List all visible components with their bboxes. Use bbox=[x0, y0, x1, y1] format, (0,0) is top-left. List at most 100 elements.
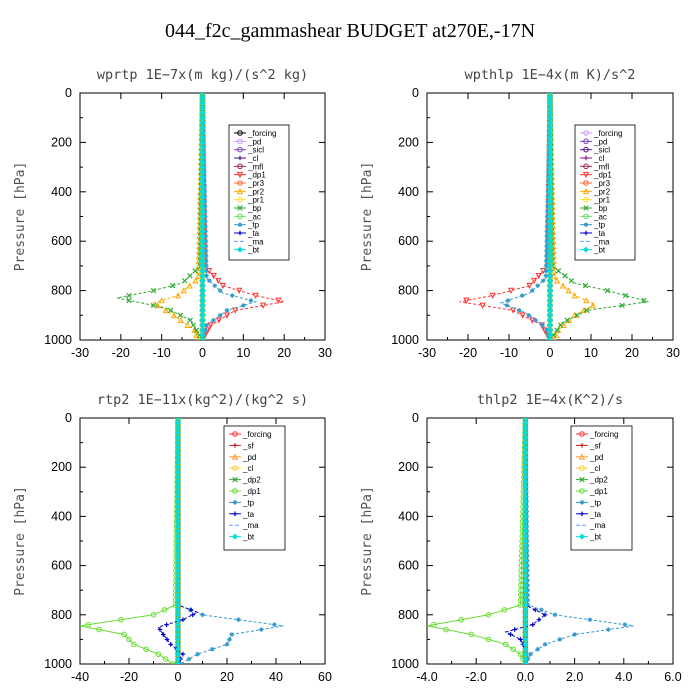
y-tick-label: 600 bbox=[398, 559, 419, 573]
legend-entry: _bt bbox=[229, 533, 255, 542]
legend-entry: _ta bbox=[576, 510, 602, 519]
legend-entry: _ma bbox=[576, 521, 606, 530]
chart-subtitle: wpthlp 1E−4x(m K)/s^2 bbox=[465, 67, 636, 83]
x-tick-label: 0.0 bbox=[517, 670, 534, 684]
legend-entry: _tp bbox=[576, 498, 602, 507]
legend-label: _mfl bbox=[247, 162, 263, 171]
legend-label: _ta bbox=[242, 510, 255, 519]
legend-entry: _pr2 bbox=[580, 187, 611, 196]
legend-label: _pr1 bbox=[247, 196, 265, 205]
legend-entry: _dp2 bbox=[576, 476, 608, 485]
legend-label: _sf bbox=[589, 441, 601, 450]
legend-entry: _pr3 bbox=[234, 179, 265, 188]
legend-entry: _forcing bbox=[234, 129, 276, 138]
legend-label: _tp bbox=[589, 498, 602, 507]
x-tick-label: 0 bbox=[175, 670, 182, 684]
x-tick-label: 60 bbox=[318, 670, 332, 684]
legend-label: _pr3 bbox=[247, 179, 265, 188]
legend-entry: _bp bbox=[234, 204, 262, 213]
x-tick-label: 20 bbox=[625, 346, 639, 360]
legend-label: _pr2 bbox=[593, 187, 611, 196]
legend-label: _dp1 bbox=[242, 487, 261, 496]
legend-entry: _forcing bbox=[229, 430, 271, 439]
figure-title: 044_f2c_gammashear BUDGET at270E,-17N bbox=[164, 20, 536, 42]
legend-label: _ta bbox=[589, 510, 602, 519]
legend-label: _bt bbox=[247, 246, 260, 255]
legend-entry: _ma bbox=[229, 521, 259, 530]
legend-entry: _pr2 bbox=[234, 187, 265, 196]
legend-label: _tp bbox=[593, 221, 606, 230]
y-tick-label: 1000 bbox=[391, 657, 419, 671]
y-axis-label: Pressure [hPa] bbox=[360, 162, 375, 272]
series-markers-pr2 bbox=[154, 93, 206, 340]
legend-label: _pr3 bbox=[593, 179, 611, 188]
y-tick-label: 800 bbox=[51, 608, 72, 622]
legend-entry: _ma bbox=[234, 237, 264, 246]
legend-label: _ac bbox=[247, 212, 261, 221]
series-line-tp bbox=[524, 418, 634, 664]
legend-box bbox=[570, 425, 633, 551]
legend-entry: _bt bbox=[234, 246, 260, 255]
legend-label: _sicl bbox=[593, 146, 610, 155]
y-tick-label: 200 bbox=[51, 135, 72, 149]
legend-entry: _dp1 bbox=[580, 171, 612, 180]
y-axis-label: Pressure [hPa] bbox=[13, 162, 28, 272]
legend-label: _forcing bbox=[247, 129, 276, 138]
y-tick-label: 1000 bbox=[391, 333, 419, 347]
legend-label: _dp1 bbox=[589, 487, 608, 496]
legend-label: _forcing bbox=[589, 430, 618, 439]
legend-label: _ac bbox=[593, 212, 607, 221]
x-tick-label: 20 bbox=[220, 670, 234, 684]
legend-entry: _cl bbox=[580, 154, 604, 163]
legend-entry: _pd bbox=[580, 137, 607, 146]
legend-label: _bt bbox=[589, 533, 602, 542]
legend-label: _dp2 bbox=[242, 476, 261, 485]
y-tick-label: 200 bbox=[398, 135, 419, 149]
legend-label: _tp bbox=[247, 221, 260, 230]
legend-entry: _tp bbox=[580, 221, 606, 230]
legend-label: _sf bbox=[242, 441, 254, 450]
legend-entry: _dp1 bbox=[229, 487, 261, 496]
legend-entry: _ma bbox=[580, 237, 610, 246]
y-tick-label: 200 bbox=[398, 460, 419, 474]
legend-label: _cl bbox=[589, 464, 600, 473]
y-tick-label: 1000 bbox=[44, 657, 72, 671]
x-tick-label: -10 bbox=[153, 346, 171, 360]
y-tick-label: 400 bbox=[51, 185, 72, 199]
legend-entry: _pr1 bbox=[234, 196, 265, 205]
legend-label: _pd bbox=[593, 137, 607, 146]
series-markers-dp1 bbox=[431, 418, 529, 664]
legend-entry: _sf bbox=[229, 441, 254, 450]
legend-label: _ma bbox=[593, 237, 610, 246]
legend-entry: _dp1 bbox=[234, 171, 266, 180]
legend-entry: _sf bbox=[576, 441, 601, 450]
legend-label: _tp bbox=[242, 498, 255, 507]
series-group bbox=[459, 93, 649, 340]
y-tick-label: 600 bbox=[51, 234, 72, 248]
series-markers-tp bbox=[504, 93, 553, 340]
y-tick-label: 400 bbox=[398, 185, 419, 199]
legend-label: _dp1 bbox=[247, 171, 266, 180]
legend-entry: _bt bbox=[580, 246, 606, 255]
chart-subtitle: thlp2 1E−4x(K^2)/s bbox=[477, 392, 623, 408]
x-tick-label: 30 bbox=[666, 346, 680, 360]
legend-entry: _pd bbox=[229, 453, 256, 462]
x-tick-label: 2.0 bbox=[566, 670, 583, 684]
series-line-tp bbox=[499, 93, 551, 340]
y-tick-label: 200 bbox=[51, 460, 72, 474]
x-tick-label: -4.0 bbox=[416, 670, 438, 684]
legend-label: _pd bbox=[247, 137, 261, 146]
y-tick-label: 400 bbox=[398, 509, 419, 523]
y-tick-label: 0 bbox=[65, 411, 72, 425]
y-tick-label: 600 bbox=[51, 559, 72, 573]
legend-label: _dp1 bbox=[593, 171, 612, 180]
chart-subtitle: wprtp 1E−7x(m kg)/(s^2 kg) bbox=[97, 67, 308, 83]
legend-entry: _bt bbox=[576, 533, 602, 542]
legend-entry: _cl bbox=[576, 464, 600, 473]
legend-entry: _tp bbox=[234, 221, 260, 230]
x-tick-label: 4.0 bbox=[615, 670, 632, 684]
series-markers-bp bbox=[126, 93, 206, 340]
legend-label: _pd bbox=[589, 453, 603, 462]
legend-entry: _cl bbox=[229, 464, 253, 473]
legend-label: _forcing bbox=[242, 430, 271, 439]
